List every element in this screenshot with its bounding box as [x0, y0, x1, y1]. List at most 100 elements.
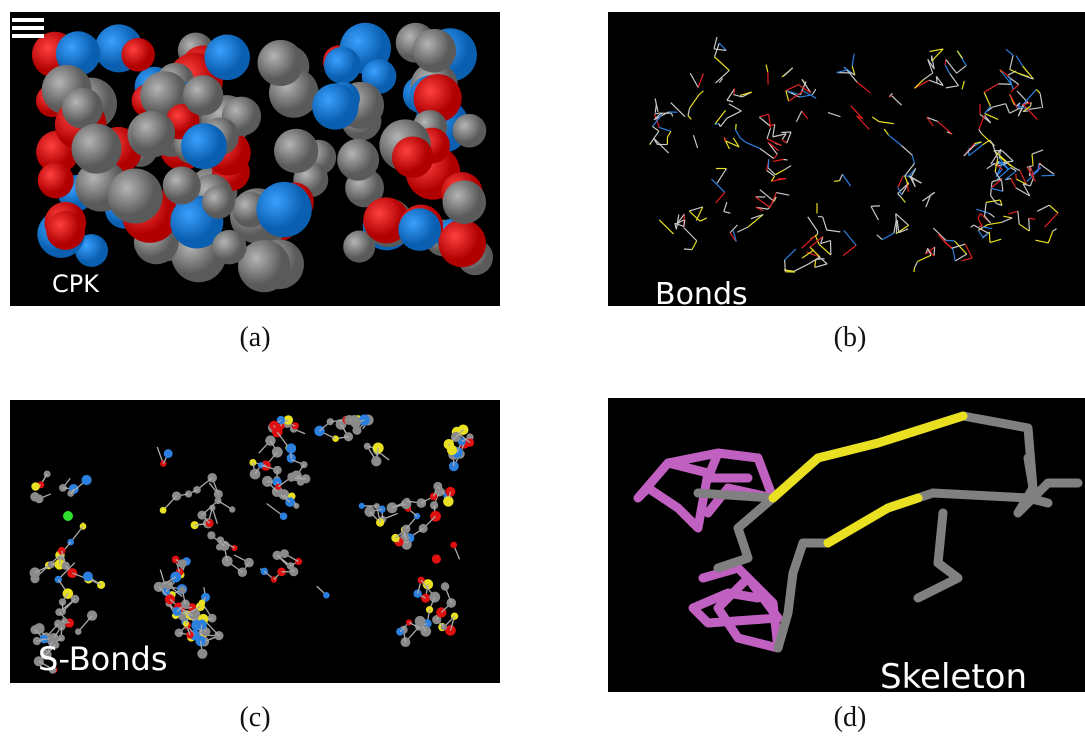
bond [724, 202, 727, 211]
panel-skeleton: Skeleton [608, 398, 1085, 692]
bond [827, 230, 841, 232]
bond [700, 218, 707, 221]
bond [775, 170, 784, 175]
atom [392, 136, 433, 177]
menu-bar [12, 34, 44, 38]
bond [688, 108, 690, 115]
bond [987, 163, 995, 169]
bond [815, 264, 827, 268]
bond [698, 74, 703, 88]
bond [912, 155, 914, 163]
bond [879, 122, 894, 124]
atom [179, 587, 186, 594]
bond [784, 159, 788, 160]
bond [1048, 231, 1052, 243]
bond [877, 235, 882, 240]
atom [181, 123, 227, 169]
bond [1019, 224, 1029, 231]
bond [1002, 218, 1012, 222]
panel-s-bonds: S-Bonds [10, 400, 500, 683]
bond [1010, 94, 1018, 109]
bond [1010, 108, 1021, 113]
bond [748, 215, 763, 227]
panel-label: Bonds [655, 277, 748, 306]
bond [872, 117, 879, 122]
bond [1029, 218, 1030, 231]
bond [983, 140, 990, 145]
bond [982, 233, 988, 238]
atom [196, 602, 205, 611]
bond [828, 113, 840, 117]
atom [202, 185, 235, 218]
bond [884, 129, 888, 135]
bond [714, 57, 729, 71]
bond [671, 113, 672, 116]
bond [787, 132, 791, 143]
strand [698, 416, 1078, 513]
bond [1011, 178, 1016, 187]
atom [453, 114, 487, 148]
bond [812, 89, 815, 95]
atom [416, 498, 426, 508]
bond [768, 159, 769, 168]
menu-bar [12, 18, 44, 22]
bond [898, 176, 903, 187]
bond [1027, 166, 1033, 167]
strand [718, 493, 958, 648]
bond [1032, 154, 1033, 166]
bond [1006, 49, 1013, 55]
bond [986, 200, 1000, 202]
atom [178, 559, 187, 568]
atom [216, 544, 223, 551]
atom [415, 616, 426, 627]
bond [1027, 111, 1028, 112]
bond [933, 228, 946, 240]
skeleton [638, 416, 1078, 648]
bond [1003, 216, 1012, 218]
bond [964, 144, 976, 156]
atom [38, 162, 74, 198]
bond [740, 138, 745, 142]
atom [229, 506, 235, 512]
bond [1032, 150, 1043, 154]
bond [724, 212, 730, 214]
bond [766, 65, 768, 72]
bond [979, 115, 985, 129]
bond [1009, 211, 1018, 214]
bond [939, 235, 952, 249]
bond [882, 233, 894, 239]
atom [412, 29, 456, 73]
figure: CPK Bonds S-Bonds Skeleton (a) (b) (c) (… [0, 0, 1085, 740]
bond [946, 240, 955, 241]
atom [163, 166, 201, 204]
atom [97, 581, 105, 589]
atom [238, 568, 247, 577]
caption: (d) [810, 702, 890, 734]
bond [857, 82, 870, 93]
atom [31, 482, 40, 491]
bond [746, 142, 760, 148]
bond [786, 85, 798, 91]
menu-icon[interactable] [12, 18, 44, 38]
bond [759, 117, 769, 126]
bond [1029, 108, 1041, 110]
bond [736, 124, 737, 130]
bond [834, 181, 840, 182]
bond [897, 220, 899, 233]
atom [398, 208, 441, 251]
atom [430, 493, 438, 501]
atom [280, 549, 289, 558]
bond [901, 146, 912, 156]
atom [443, 496, 453, 506]
bond [729, 104, 741, 111]
atom [208, 614, 217, 623]
bond [773, 124, 775, 137]
bond [931, 192, 935, 195]
atom [288, 474, 295, 481]
atom [183, 75, 223, 115]
bond [655, 105, 656, 113]
bond [1023, 89, 1036, 104]
panel-label: CPK [52, 270, 100, 298]
bond [938, 121, 953, 134]
bond [971, 225, 974, 227]
